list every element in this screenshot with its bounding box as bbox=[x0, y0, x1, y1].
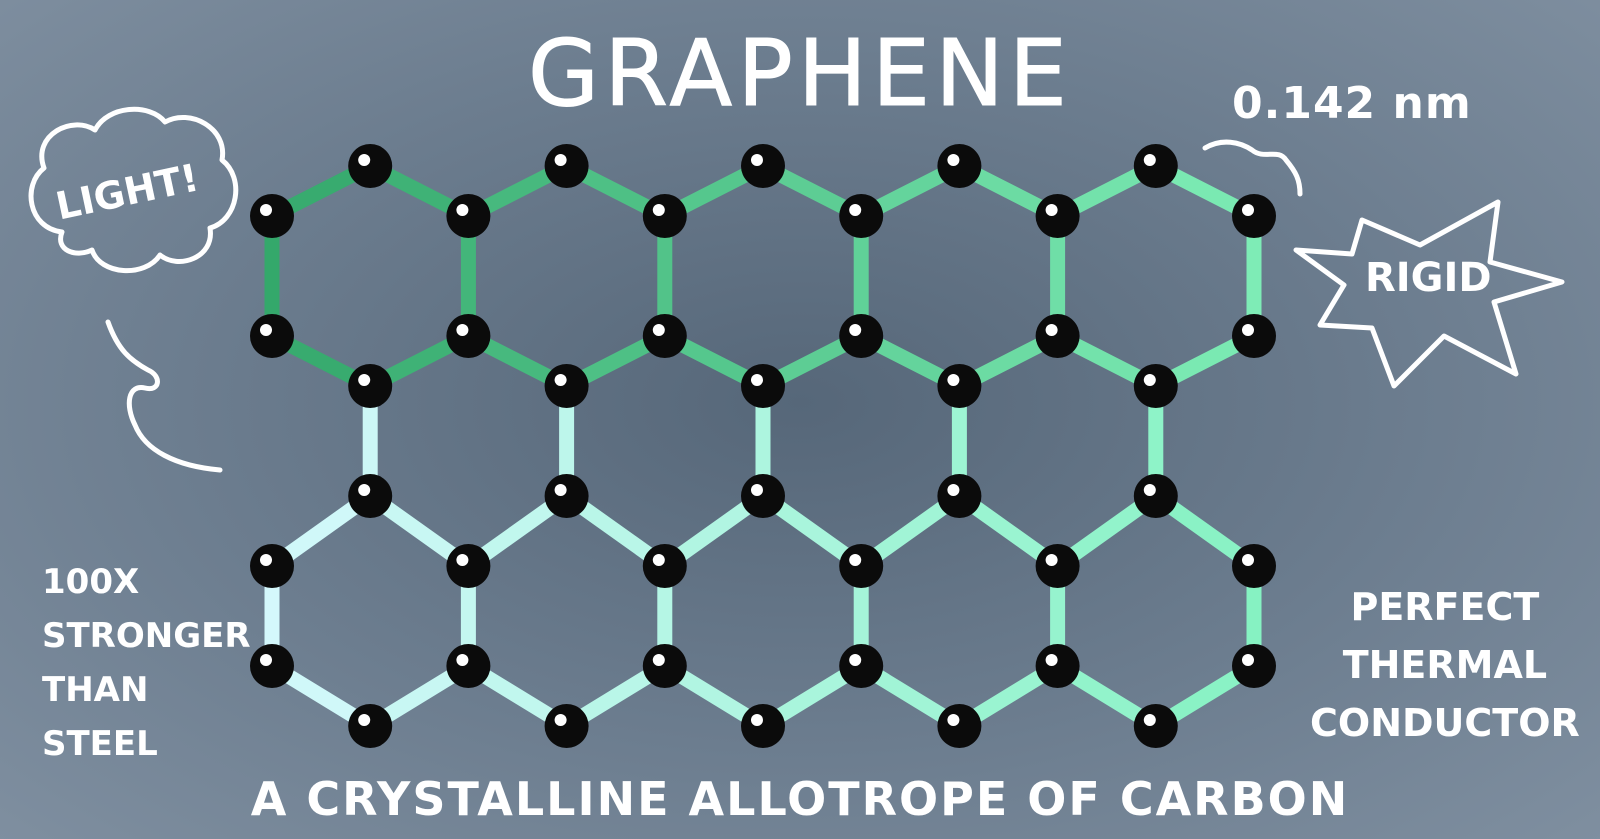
carbon-atom bbox=[1133, 704, 1178, 748]
carbon-atoms bbox=[250, 144, 1276, 748]
carbon-atom bbox=[642, 314, 687, 358]
rigid-star-doodle bbox=[1293, 199, 1565, 389]
carbon-atom bbox=[1232, 194, 1276, 238]
carbon-atom bbox=[348, 364, 393, 408]
carbon-atom bbox=[1133, 364, 1178, 408]
carbon-atom bbox=[839, 644, 884, 688]
carbon-atom bbox=[446, 314, 491, 358]
carbon-atom bbox=[348, 474, 393, 518]
carbon-atom bbox=[446, 644, 491, 688]
carbon-atom bbox=[1035, 194, 1080, 238]
carbon-atom bbox=[250, 194, 294, 238]
carbon-atom bbox=[642, 194, 687, 238]
carbon-atom bbox=[937, 364, 982, 408]
carbon-atom bbox=[1035, 314, 1080, 358]
carbon-atom bbox=[348, 704, 393, 748]
carbon-atom bbox=[250, 314, 294, 358]
carbon-atom bbox=[937, 704, 982, 748]
carbon-atom bbox=[544, 474, 589, 518]
rigid-label: RIGID bbox=[1365, 255, 1492, 301]
carbon-atom bbox=[446, 544, 491, 588]
strength-line: 100x bbox=[42, 562, 140, 602]
carbon-atom bbox=[937, 144, 982, 188]
carbon-atom bbox=[1133, 474, 1178, 518]
carbon-atom bbox=[348, 144, 393, 188]
strength-line: THAN bbox=[42, 670, 149, 710]
carbon-bonds bbox=[264, 158, 1262, 734]
carbon-atom bbox=[642, 544, 687, 588]
carbon-atom bbox=[544, 364, 589, 408]
light-cloud-doodle bbox=[28, 106, 239, 473]
thermal-line: THERMAL bbox=[1342, 643, 1548, 687]
page-title: GRAPHENE bbox=[527, 20, 1073, 128]
carbon-atom bbox=[544, 144, 589, 188]
carbon-atom bbox=[250, 544, 294, 588]
carbon-atom bbox=[446, 194, 491, 238]
carbon-atom bbox=[1035, 544, 1080, 588]
strength-note: 100x STRONGER THAN STEEL bbox=[42, 555, 251, 771]
subtitle: A CRYSTALLINE ALLOTROPE OF CARBON bbox=[250, 772, 1350, 826]
carbon-atom bbox=[741, 144, 785, 188]
carbon-atom bbox=[1232, 644, 1276, 688]
carbon-atom bbox=[1133, 144, 1178, 188]
carbon-atom bbox=[741, 704, 785, 748]
carbon-atom bbox=[741, 474, 785, 518]
carbon-atom bbox=[1232, 544, 1276, 588]
thermal-note: PERFECT THERMAL CONDUCTOR bbox=[1310, 578, 1580, 752]
thermal-line: PERFECT bbox=[1350, 585, 1540, 629]
carbon-atom bbox=[741, 364, 785, 408]
carbon-atom bbox=[839, 194, 884, 238]
carbon-atom bbox=[544, 704, 589, 748]
bond-length-label: 0.142 nm bbox=[1232, 78, 1472, 129]
carbon-atom bbox=[839, 544, 884, 588]
carbon-atom bbox=[937, 474, 982, 518]
carbon-atom bbox=[250, 644, 294, 688]
carbon-atom bbox=[839, 314, 884, 358]
carbon-atom bbox=[1035, 644, 1080, 688]
thermal-line: CONDUCTOR bbox=[1310, 701, 1580, 745]
strength-line: STEEL bbox=[42, 724, 158, 764]
bond-length-bracket bbox=[1202, 139, 1303, 197]
strength-line: STRONGER bbox=[42, 616, 251, 656]
carbon-atom bbox=[1232, 314, 1276, 358]
carbon-atom bbox=[642, 644, 687, 688]
